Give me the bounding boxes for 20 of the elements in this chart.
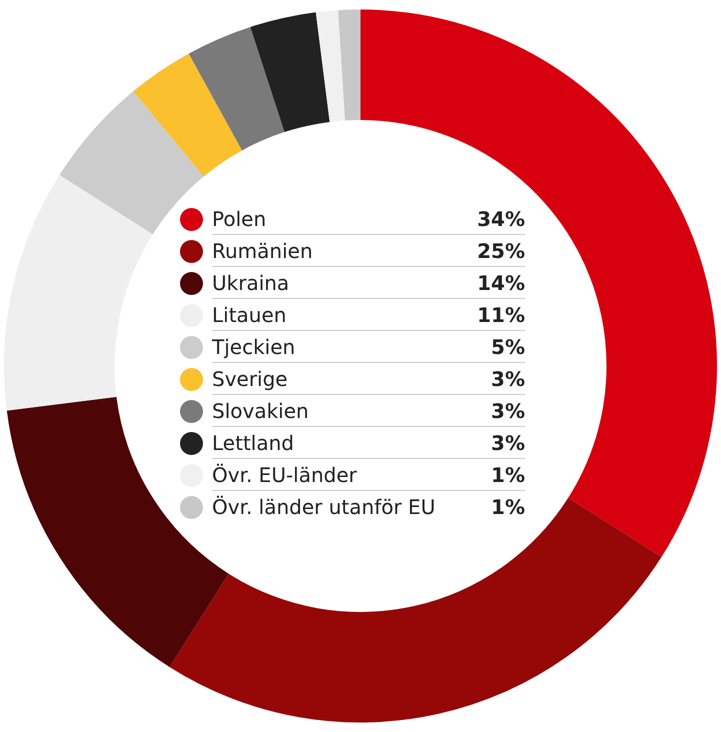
data-label: 14%	[477, 270, 525, 294]
data-label: 1%	[491, 495, 525, 519]
data-label: 3%	[491, 430, 525, 454]
data-label: 3%	[491, 366, 525, 390]
legend-label: Övr. EU-länder	[212, 462, 357, 486]
legend-label: Sverige	[212, 366, 288, 390]
data-label: 11%	[477, 302, 525, 326]
data-label: 25%	[477, 238, 525, 262]
legend-label: Ukraina	[212, 270, 290, 294]
data-label: 5%	[491, 334, 525, 358]
legend-label: Litauen	[212, 302, 286, 326]
data-label: 1%	[491, 462, 525, 486]
data-label: 3%	[491, 398, 525, 422]
legend-label: Slovakien	[212, 398, 309, 422]
legend-label: Lettland	[212, 430, 294, 454]
legend-label: Tjeckien	[212, 334, 296, 358]
legend-label: Övr. länder utanför EU	[212, 495, 436, 519]
legend-label: Rumänien	[212, 238, 313, 262]
legend-label: Polen	[212, 206, 266, 230]
data-label: 34%	[477, 206, 525, 230]
